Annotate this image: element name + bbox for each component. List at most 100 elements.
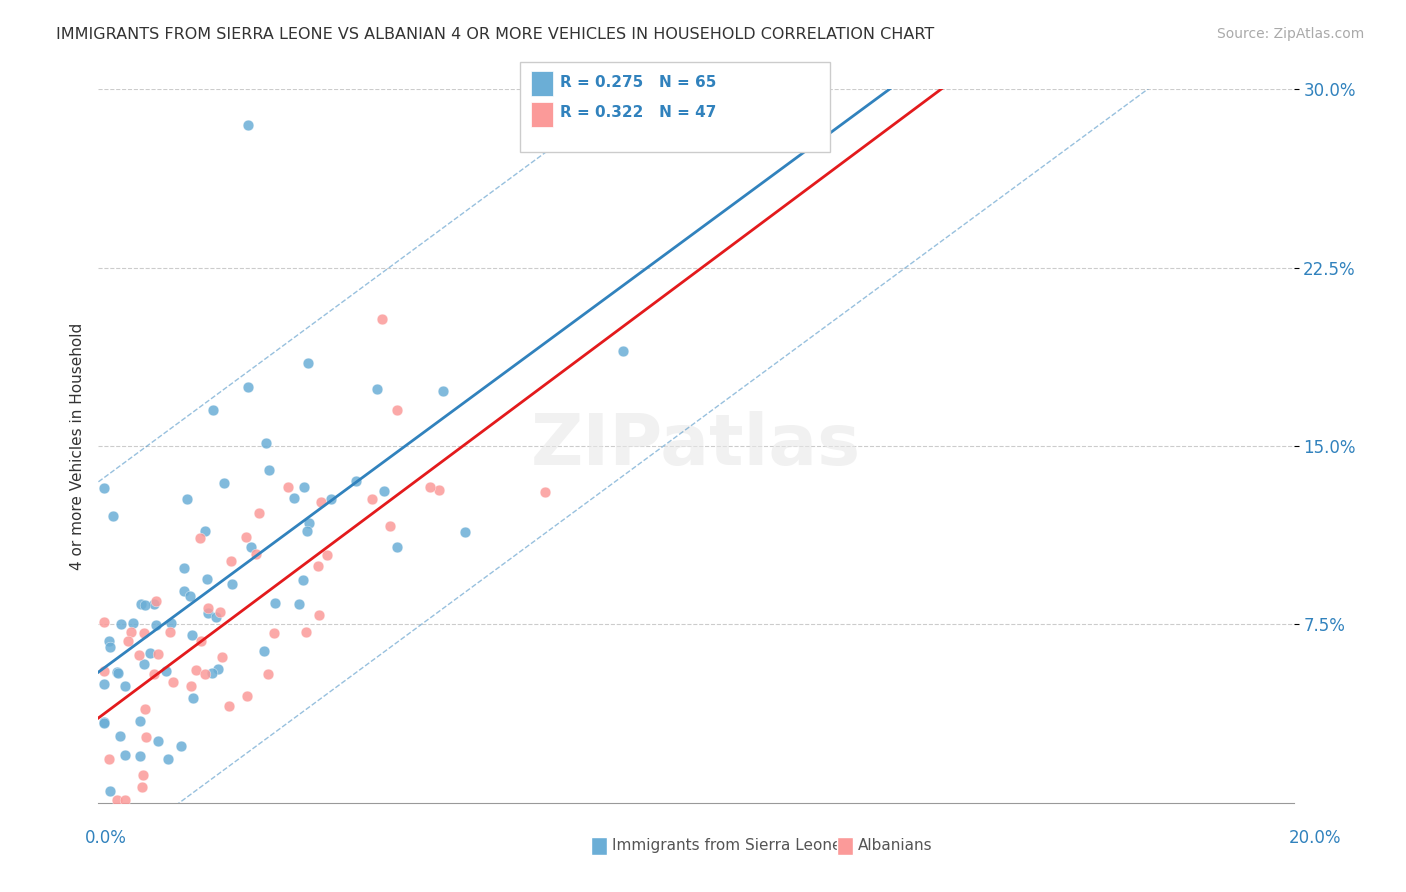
Point	[385, 403, 409, 417]
Point	[134, 598, 156, 612]
Point	[107, 666, 129, 681]
Point	[135, 730, 157, 744]
Point	[93, 714, 115, 729]
Point	[155, 664, 177, 678]
Point	[195, 573, 218, 587]
Point	[197, 600, 219, 615]
Point	[128, 648, 150, 663]
Point	[454, 525, 477, 540]
Point	[120, 624, 142, 639]
Point	[247, 506, 270, 520]
Point	[297, 524, 319, 538]
Point	[252, 644, 274, 658]
Point	[157, 752, 180, 766]
Point	[257, 667, 280, 681]
Point	[263, 626, 285, 640]
Point	[298, 516, 321, 530]
Point	[145, 618, 167, 632]
Point	[128, 749, 150, 764]
Point	[291, 573, 314, 587]
Point	[162, 674, 184, 689]
Point	[315, 548, 337, 562]
Text: 0.0%: 0.0%	[84, 829, 127, 847]
Text: Albanians: Albanians	[858, 838, 932, 853]
Text: 20.0%: 20.0%	[1288, 829, 1341, 847]
Point	[371, 312, 394, 326]
Point	[170, 739, 193, 753]
Point	[180, 679, 202, 693]
Point	[122, 616, 145, 631]
Point	[211, 649, 233, 664]
Point	[263, 596, 285, 610]
Text: R = 0.275   N = 65: R = 0.275 N = 65	[560, 75, 716, 89]
Point	[534, 484, 557, 499]
Point	[101, 509, 124, 524]
Point	[108, 729, 131, 743]
Point	[139, 646, 162, 660]
Point	[105, 665, 128, 679]
Point	[238, 379, 260, 393]
Point	[209, 605, 232, 619]
Point	[134, 657, 156, 672]
Point	[257, 463, 280, 477]
Point	[218, 698, 240, 713]
Point	[179, 589, 201, 603]
Point	[93, 716, 115, 731]
Point	[311, 494, 333, 508]
Point	[419, 481, 441, 495]
Point	[159, 625, 181, 640]
Text: Source: ZipAtlas.com: Source: ZipAtlas.com	[1216, 27, 1364, 41]
Y-axis label: 4 or more Vehicles in Household: 4 or more Vehicles in Household	[69, 322, 84, 570]
Point	[202, 402, 225, 417]
Point	[201, 666, 224, 681]
Point	[360, 491, 382, 506]
Point	[612, 343, 634, 358]
Point	[235, 530, 257, 544]
Point	[236, 689, 259, 703]
Point	[98, 640, 121, 655]
Point	[385, 540, 408, 554]
Point	[197, 606, 219, 620]
Point	[110, 616, 132, 631]
Point	[188, 531, 211, 545]
Point	[146, 648, 169, 662]
Text: R = 0.322   N = 47: R = 0.322 N = 47	[560, 105, 716, 120]
Point	[176, 491, 198, 506]
Point	[173, 561, 195, 575]
Point	[190, 633, 212, 648]
Point	[254, 435, 277, 450]
Point	[236, 118, 259, 132]
Point	[132, 768, 155, 782]
Text: IMMIGRANTS FROM SIERRA LEONE VS ALBANIAN 4 OR MORE VEHICLES IN HOUSEHOLD CORRELA: IMMIGRANTS FROM SIERRA LEONE VS ALBANIAN…	[56, 27, 935, 42]
Point	[114, 679, 136, 693]
Point	[180, 628, 202, 642]
Point	[181, 691, 204, 706]
Point	[143, 598, 166, 612]
Point	[105, 793, 128, 807]
Point	[212, 476, 235, 491]
Text: Immigrants from Sierra Leone: Immigrants from Sierra Leone	[612, 838, 841, 853]
Point	[160, 615, 183, 630]
Point	[205, 610, 228, 624]
Point	[129, 714, 152, 729]
Point	[319, 492, 342, 507]
Point	[297, 356, 319, 370]
Point	[93, 677, 115, 691]
Point	[186, 663, 208, 677]
Point	[114, 793, 136, 807]
Point	[240, 540, 263, 554]
Point	[307, 558, 329, 573]
Point	[146, 734, 169, 748]
Point	[373, 484, 395, 499]
Point	[173, 583, 195, 598]
Point	[143, 667, 166, 681]
Point	[295, 625, 318, 640]
Point	[194, 667, 217, 681]
Point	[145, 594, 167, 608]
Point	[207, 662, 229, 676]
Point	[427, 483, 450, 497]
Point	[221, 577, 243, 591]
Point	[98, 634, 121, 648]
Point	[93, 615, 115, 629]
Point	[277, 479, 299, 493]
